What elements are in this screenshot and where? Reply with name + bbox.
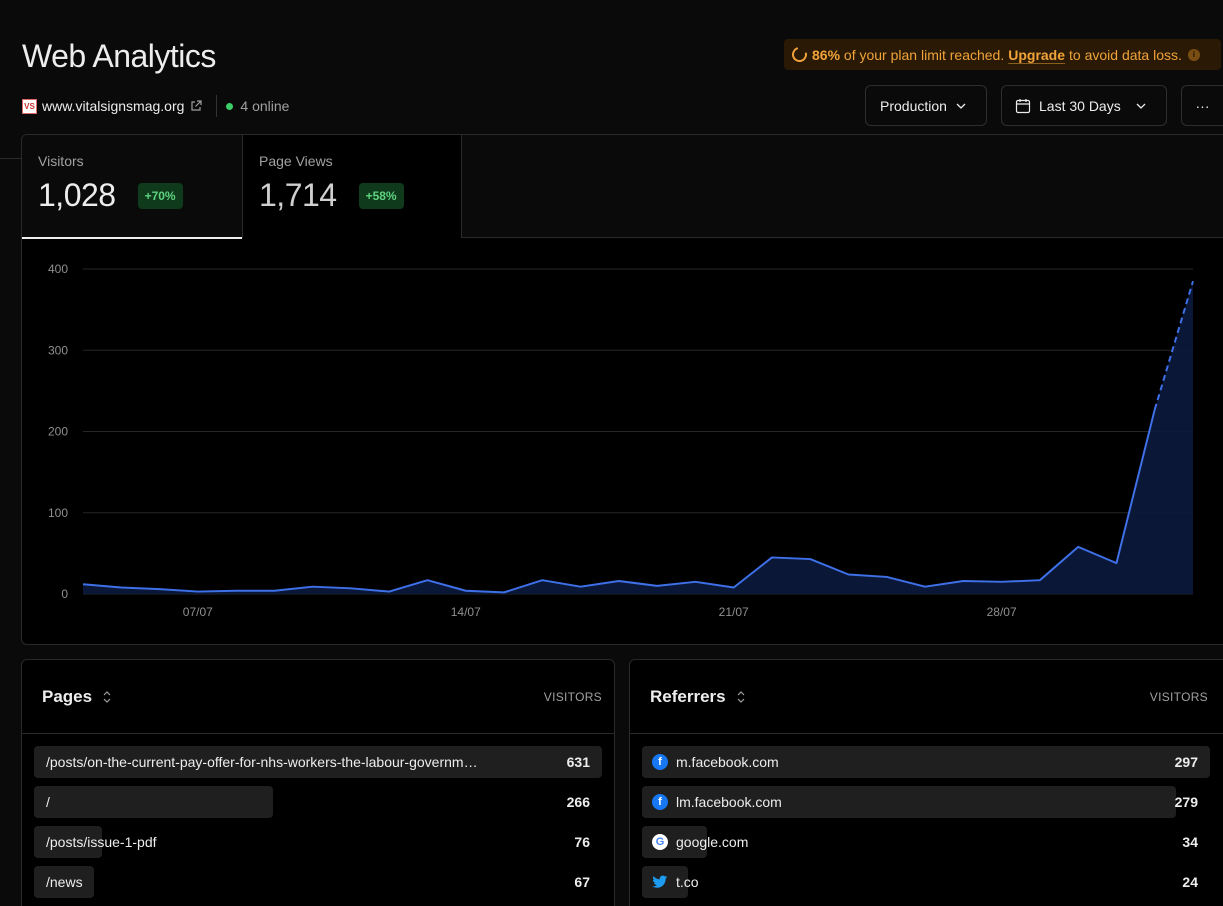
calendar-icon bbox=[1015, 98, 1031, 113]
list-item[interactable]: /news 67 bbox=[34, 866, 602, 898]
twitter-icon bbox=[652, 874, 668, 890]
plan-limit-banner: 86% of your plan limit reached. Upgrade … bbox=[784, 39, 1221, 70]
item-count: 297 bbox=[1174, 754, 1198, 770]
x-tick-label: 07/07 bbox=[183, 605, 213, 619]
value-bar bbox=[34, 786, 273, 818]
site-domain-link[interactable]: www.vitalsignsmag.org bbox=[42, 98, 185, 114]
date-range-label: Last 30 Days bbox=[1039, 97, 1121, 114]
tabs-filler bbox=[462, 135, 1223, 237]
pages-panel: Pages VISITORS /posts/on-the-current-pay… bbox=[21, 659, 615, 906]
chart-area bbox=[83, 281, 1193, 594]
item-label: lm.facebook.com bbox=[676, 794, 782, 810]
list-item[interactable]: /posts/on-the-current-pay-offer-for-nhs-… bbox=[34, 746, 602, 778]
site-info-row: VS www.vitalsignsmag.org 4 online bbox=[22, 95, 290, 117]
list-item[interactable]: /posts/issue-1-pdf 76 bbox=[34, 826, 602, 858]
column-header: VISITORS bbox=[1149, 689, 1208, 704]
pages-header: Pages VISITORS bbox=[22, 660, 614, 734]
change-badge: +70% bbox=[137, 182, 183, 209]
column-header: VISITORS bbox=[543, 689, 602, 704]
panel-title: Referrers bbox=[650, 686, 726, 706]
chart-card: Visitors 1,028 +70% Page Views 1,714 +58… bbox=[21, 134, 1223, 645]
tab-visitors[interactable]: Visitors 1,028 +70% bbox=[22, 135, 243, 239]
series-line-projected bbox=[1153, 280, 1194, 410]
item-label: t.co bbox=[676, 874, 699, 890]
usage-percent: 86% bbox=[812, 46, 841, 63]
item-count: 67 bbox=[574, 874, 590, 890]
y-tick-label: 100 bbox=[48, 506, 68, 520]
change-badge: +58% bbox=[358, 182, 404, 209]
value-bar bbox=[34, 746, 602, 778]
list-item[interactable]: t.co 24 bbox=[642, 866, 1210, 898]
visitors-chart[interactable]: 0 100 200 300 400 07/07 14/07 21/07 28/07 bbox=[22, 239, 1223, 645]
value-bar bbox=[642, 746, 1210, 778]
google-icon: G bbox=[652, 834, 668, 850]
item-label: /posts/issue-1-pdf bbox=[46, 834, 157, 850]
item-label: /news bbox=[46, 874, 83, 890]
date-range-select[interactable]: Last 30 Days bbox=[1001, 85, 1167, 126]
value-bar bbox=[642, 786, 1176, 818]
divider bbox=[0, 158, 22, 159]
usage-ring-icon bbox=[789, 44, 810, 65]
item-count: 24 bbox=[1182, 874, 1198, 890]
chevron-down-icon bbox=[1136, 103, 1146, 109]
metric-tabs: Visitors 1,028 +70% Page Views 1,714 +58… bbox=[22, 135, 1223, 239]
more-icon: ··· bbox=[1195, 97, 1210, 114]
banner-suffix: to avoid data loss. bbox=[1069, 46, 1182, 63]
chevron-down-icon bbox=[956, 103, 966, 109]
item-label: m.facebook.com bbox=[676, 754, 779, 770]
sort-icon[interactable] bbox=[102, 690, 112, 704]
facebook-icon: f bbox=[652, 794, 668, 810]
y-tick-label: 0 bbox=[61, 587, 68, 601]
value-bar bbox=[34, 826, 103, 858]
environment-select[interactable]: Production bbox=[865, 85, 987, 126]
page-views-value: 1,714 bbox=[259, 177, 337, 213]
list-item[interactable]: f m.facebook.com 297 bbox=[642, 746, 1210, 778]
panel-title: Pages bbox=[42, 686, 93, 706]
tab-label: Visitors bbox=[38, 153, 84, 169]
value-bar bbox=[34, 866, 95, 898]
item-count: 34 bbox=[1182, 834, 1198, 850]
divider bbox=[216, 95, 218, 117]
item-label: google.com bbox=[676, 834, 749, 850]
item-label: /posts/on-the-current-pay-offer-for-nhs-… bbox=[46, 754, 478, 770]
item-count: 266 bbox=[566, 794, 590, 810]
sort-icon[interactable] bbox=[736, 690, 746, 704]
visitors-value: 1,028 bbox=[38, 177, 116, 213]
item-label: / bbox=[46, 794, 50, 810]
item-count: 279 bbox=[1174, 794, 1198, 810]
y-tick-label: 400 bbox=[48, 262, 68, 276]
referrers-header: Referrers VISITORS bbox=[630, 660, 1223, 734]
x-tick-label: 28/07 bbox=[987, 605, 1017, 619]
item-count: 631 bbox=[566, 754, 590, 770]
site-favicon: VS bbox=[22, 98, 37, 114]
environment-label: Production bbox=[880, 97, 947, 114]
online-status-dot bbox=[226, 102, 234, 110]
info-icon[interactable]: i bbox=[1187, 48, 1200, 61]
list-item[interactable]: f lm.facebook.com 279 bbox=[642, 786, 1210, 818]
referrers-panel: Referrers VISITORS f m.facebook.com 297 f lm… bbox=[629, 659, 1223, 906]
item-count: 76 bbox=[574, 834, 590, 850]
page-title: Web Analytics bbox=[22, 38, 216, 74]
tab-label: Page Views bbox=[259, 153, 333, 169]
x-tick-label: 14/07 bbox=[451, 605, 481, 619]
tab-page-views[interactable]: Page Views 1,714 +58% bbox=[243, 135, 462, 238]
x-tick-label: 21/07 bbox=[719, 605, 749, 619]
online-count: 4 online bbox=[240, 98, 290, 114]
upgrade-link[interactable]: Upgrade bbox=[1008, 46, 1066, 63]
list-item[interactable]: / 266 bbox=[34, 786, 602, 818]
pages-list: /posts/on-the-current-pay-offer-for-nhs-… bbox=[22, 734, 614, 898]
banner-text: of your plan limit reached. bbox=[843, 46, 1005, 63]
series-line bbox=[82, 409, 1156, 594]
more-options-button[interactable]: ··· bbox=[1181, 85, 1223, 126]
facebook-icon: f bbox=[652, 754, 668, 770]
y-tick-label: 200 bbox=[48, 425, 68, 439]
external-link-icon[interactable] bbox=[190, 100, 202, 112]
y-tick-label: 300 bbox=[48, 343, 68, 357]
